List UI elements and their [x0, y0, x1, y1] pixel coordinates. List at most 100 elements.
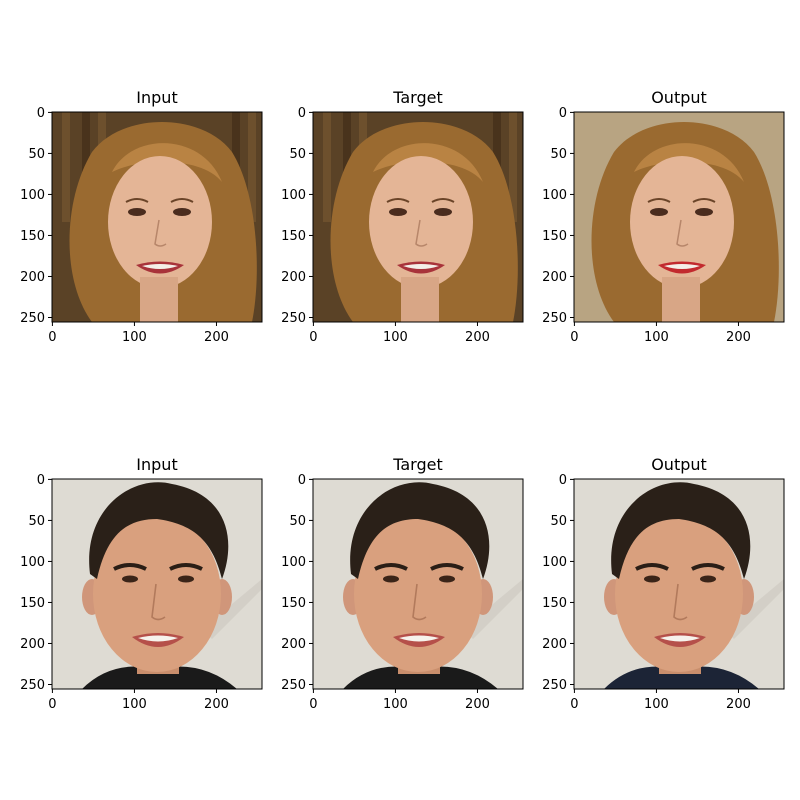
y-tick-label: 0	[298, 106, 306, 121]
nose	[676, 219, 689, 247]
y-tick-label: 250	[542, 678, 567, 693]
y-tick-label: 0	[298, 473, 306, 488]
nose	[154, 219, 167, 247]
y-tick-label: 0	[559, 106, 567, 121]
face-image-man-output	[574, 479, 784, 689]
face-image-woman-output	[574, 112, 784, 322]
y-tick-label: 100	[542, 555, 567, 570]
x-tick-label: 0	[309, 697, 317, 712]
face	[108, 156, 212, 288]
panel-title: Target	[392, 88, 443, 107]
x-tick-label: 100	[383, 697, 408, 712]
y-tick-label: 200	[20, 270, 45, 285]
right-eyebrow	[169, 563, 203, 571]
right-eye	[173, 208, 191, 216]
y-tick-label: 50	[289, 514, 306, 529]
y-tick-label: 150	[542, 229, 567, 244]
left-eye	[650, 208, 668, 216]
y-tick-label: 250	[20, 311, 45, 326]
y-tick-label: 100	[281, 555, 306, 570]
face	[369, 156, 473, 288]
left-eyebrow	[374, 563, 408, 571]
x-tick-label: 100	[122, 330, 147, 345]
x-tick-label: 200	[465, 330, 490, 345]
face	[93, 516, 221, 672]
y-tick-label: 150	[20, 596, 45, 611]
y-tick-label: 100	[20, 188, 45, 203]
y-tick-label: 100	[281, 188, 306, 203]
axes-frame	[573, 478, 785, 690]
shirt	[82, 666, 237, 689]
shirt	[604, 666, 759, 689]
background-shape	[724, 579, 784, 639]
y-tick-label: 50	[550, 514, 567, 529]
y-tick-label: 150	[542, 596, 567, 611]
neck	[140, 277, 178, 322]
teeth	[138, 635, 178, 642]
panel-title: Input	[136, 455, 177, 474]
x-tick-label: 200	[204, 697, 229, 712]
face	[615, 516, 743, 672]
y-tick-label: 50	[289, 147, 306, 162]
right-eye	[439, 575, 455, 583]
teeth	[142, 264, 178, 269]
y-tick-label: 0	[37, 106, 45, 121]
background-shape	[202, 579, 262, 639]
teeth	[660, 635, 700, 642]
teeth	[403, 264, 439, 269]
left-eye	[644, 575, 660, 583]
neck	[662, 277, 700, 322]
y-tick-label: 50	[550, 147, 567, 162]
nose	[151, 583, 166, 621]
right-eye	[700, 575, 716, 583]
face	[354, 516, 482, 672]
y-tick-label: 150	[281, 596, 306, 611]
y-tick-label: 200	[281, 270, 306, 285]
teeth	[664, 264, 700, 269]
hair	[89, 482, 229, 579]
panel-title: Input	[136, 88, 177, 107]
x-tick-label: 200	[465, 697, 490, 712]
background-stripe	[62, 112, 70, 222]
y-tick-label: 50	[28, 514, 45, 529]
face-image-woman-target	[313, 112, 523, 322]
axes-frame	[51, 111, 263, 323]
left-eye	[128, 208, 146, 216]
background-stripe	[509, 112, 517, 222]
x-tick-label: 0	[48, 697, 56, 712]
y-tick-label: 100	[20, 555, 45, 570]
x-tick-label: 100	[644, 330, 669, 345]
hair-highlight	[373, 143, 483, 182]
y-tick-label: 250	[20, 678, 45, 693]
panel-title: Target	[392, 455, 443, 474]
background-stripe	[323, 112, 331, 222]
left-eye	[383, 575, 399, 583]
x-tick-label: 100	[644, 697, 669, 712]
nose	[673, 583, 688, 621]
shirt	[343, 666, 498, 689]
x-tick-label: 100	[383, 330, 408, 345]
y-tick-label: 0	[559, 473, 567, 488]
y-tick-label: 200	[542, 637, 567, 652]
hair	[611, 482, 751, 579]
axes-frame	[51, 478, 263, 690]
teeth	[399, 635, 439, 642]
left-eyebrow	[113, 563, 147, 571]
left-eyebrow	[647, 198, 671, 203]
axes-frame	[312, 478, 524, 690]
left-eyebrow	[125, 198, 149, 203]
right-eye	[178, 575, 194, 583]
x-tick-label: 200	[204, 330, 229, 345]
left-eyebrow	[386, 198, 410, 203]
hair	[350, 482, 490, 579]
neck	[401, 277, 439, 322]
y-tick-label: 0	[37, 473, 45, 488]
x-tick-label: 100	[122, 697, 147, 712]
left-eyebrow	[635, 563, 669, 571]
background-shape	[463, 579, 523, 639]
x-tick-label: 200	[726, 330, 751, 345]
x-tick-label: 0	[309, 330, 317, 345]
face	[630, 156, 734, 288]
right-eyebrow	[170, 198, 194, 203]
